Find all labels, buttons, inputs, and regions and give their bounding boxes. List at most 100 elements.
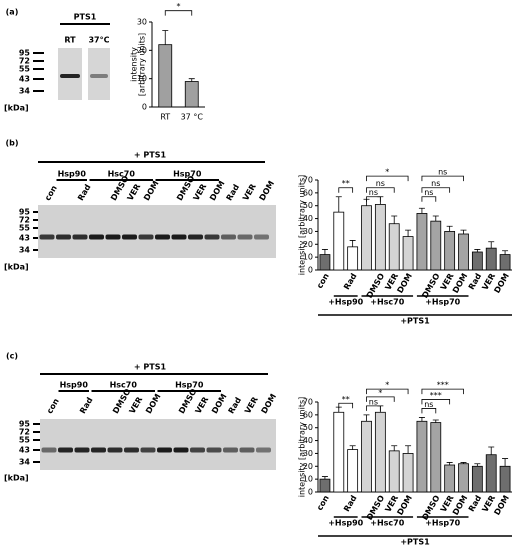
significance-bracket [366,196,381,202]
marker-label: 95 [19,420,31,429]
marker-label: 72 [19,216,30,225]
significance-label: ns [424,188,433,197]
significance-label: ** [342,395,350,404]
y-tick-label: 30 [137,18,147,27]
lane-label: Rad [76,183,93,203]
lane-label: VER [243,395,260,415]
significance-bracket [421,196,437,202]
error-bar [405,445,412,454]
band [72,234,88,240]
band [188,234,203,240]
marker-label: 72 [19,428,30,437]
error-bar [188,78,195,82]
x-tick-label: 37 °C [181,113,204,122]
y-tick-label: 30 [303,449,313,458]
error-bar [474,249,481,252]
x-tick-label: con [315,493,331,512]
lane-label: Rad [78,396,95,416]
significance-label: ns [369,397,378,406]
y-tick-label: 0 [308,266,313,275]
bar [471,251,483,271]
significance-bracket [421,175,464,182]
lane-label: VER [128,395,145,415]
band [39,234,55,240]
bar [361,205,372,271]
band [254,234,269,240]
lane-label: DOM [258,179,277,202]
x-tick-label: Rad [342,272,359,292]
significance-bracket [366,396,395,402]
error-bar [432,419,439,423]
band [124,447,139,453]
marker-label: 43 [19,234,30,243]
band [105,234,121,240]
band [91,447,106,453]
band [223,447,238,453]
band [173,447,189,453]
y-tick-label: 20 [303,462,313,471]
y-axis-label: intensity [arbitrary units] [298,397,307,498]
blot-header: + PTS1 [134,151,167,160]
significance-label: ns [438,168,447,177]
marker-label: 43 [19,446,30,455]
band [237,234,253,240]
band [58,447,73,453]
unit-label: [kDa] [4,104,29,113]
blot-strip [88,48,110,100]
y-axis-label: intensity [arbitrary units] [298,175,307,276]
marker-label: 55 [19,436,31,445]
bar [374,204,386,271]
lane-label: con [43,184,59,203]
band [107,447,123,453]
significance-label: * [385,168,389,177]
error-bar [446,225,453,232]
error-bar [349,445,356,450]
error-bar [502,458,509,467]
band [60,74,80,78]
error-bar [391,215,398,224]
y-tick-label: 30 [303,227,313,236]
error-bar [418,417,425,422]
band [157,447,172,453]
significance-label: * [385,381,389,390]
y-axis-label: [arbitrary units] [138,33,147,96]
marker-label: 55 [19,224,31,233]
panel-label: (b) [5,139,18,148]
error-bar [502,250,509,255]
band [140,447,156,453]
band [89,234,104,240]
band [138,234,154,240]
lane-label: Rad [227,396,244,416]
error-bar [321,249,328,255]
bar [158,44,173,108]
y-tick-label: 0 [308,488,313,497]
bar [319,254,331,271]
error-bar [446,462,453,465]
group-label: Hsp70 [175,381,204,390]
band [56,234,71,240]
error-bar [488,446,495,455]
lane-label: RT [64,36,76,45]
bar [347,246,359,271]
band [221,234,236,240]
significance-bracket [338,187,354,193]
significance-label: ns [369,188,378,197]
y-tick-label: 50 [303,201,313,210]
lane-label: DOM [260,392,279,415]
group-label: Hsc70 [108,170,136,179]
error-bar [321,476,328,480]
group-label: +Hsp70 [425,519,460,528]
band [74,447,90,453]
band [256,447,271,453]
marker-label: 72 [19,57,30,66]
bar [485,454,497,493]
footer-label: +PTS1 [400,317,430,326]
bar [471,465,483,493]
bar [458,463,469,493]
band [239,447,255,453]
bar [319,478,331,493]
y-tick-label: 20 [137,46,147,55]
panel-label: (a) [6,8,19,17]
error-bar [391,445,398,451]
y-tick-label: 60 [303,188,313,197]
